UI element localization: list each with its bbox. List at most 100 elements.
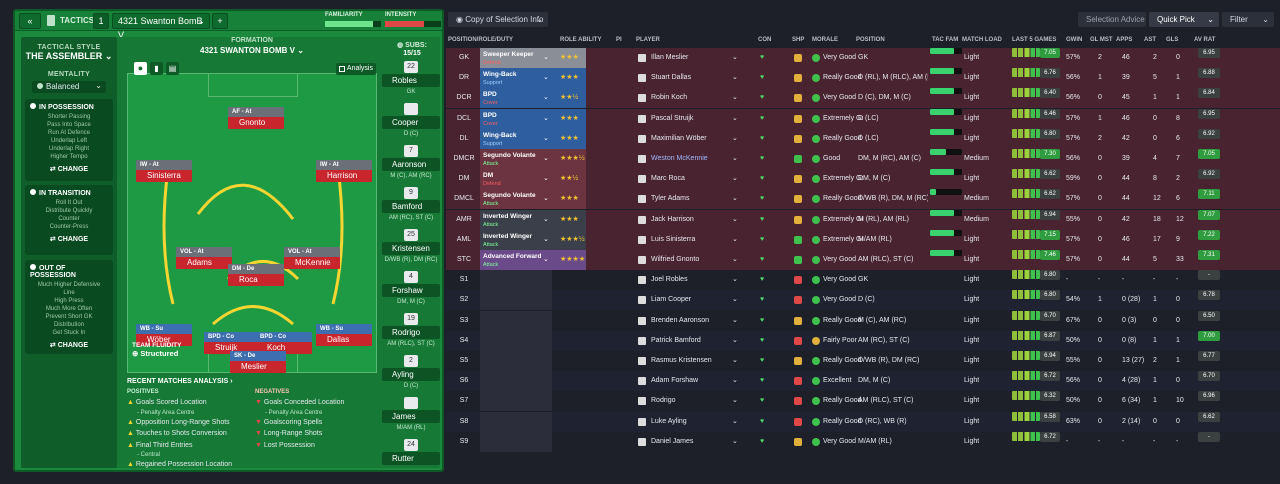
table-row[interactable]: DMCR Segundo Volante Attack ⌄ ★★★½ Weston McK…	[446, 149, 1280, 169]
sub-player-card[interactable]: 2 Ayling D (C)	[382, 355, 440, 397]
table-row[interactable]: DMCL Segundo Volante Attack ⌄ ★★★ Tyler Adams…	[446, 189, 1280, 210]
column-header[interactable]: AV RAT	[1194, 37, 1216, 43]
role-duty-select[interactable]: Segundo Volante Attack	[480, 189, 586, 210]
tactic-select[interactable]: 4321 Swanton BomB V ⌄	[112, 13, 210, 40]
column-header[interactable]: GLS	[1166, 37, 1179, 43]
player-name[interactable]: Liam Cooper	[651, 296, 692, 304]
sub-player-card[interactable]: 25 Kristensen D/WB (R), DM (RC)	[382, 229, 440, 271]
column-header[interactable]: SHP	[792, 37, 805, 43]
view-info-button[interactable]: ●	[134, 62, 147, 75]
table-row[interactable]: S9 Daniel James ⌄ ♥ Very Good M/AM (RL) Light 6…	[446, 431, 1280, 452]
role-duty-select[interactable]: Advanced Forward Attack	[480, 250, 586, 270]
table-row[interactable]: S2 Liam Cooper ⌄ ♥ Very Good D (C) Light 6.80 54…	[446, 290, 1280, 311]
sub-player-card[interactable]: 19 Rodrigo AM (RLC), ST (C)	[382, 313, 440, 355]
sub-player-card[interactable]: 4 Forshaw DM, M (C)	[382, 271, 440, 313]
selection-advice-button[interactable]: Selection Advice	[1078, 12, 1146, 27]
column-header[interactable]: MORALE	[812, 37, 838, 43]
sub-player-card[interactable]: 9 Bamford AM (RC), ST (C)	[382, 187, 440, 229]
role-duty-select[interactable]: Wing-Back Support	[480, 128, 586, 149]
view-stats-button[interactable]: ▮	[150, 62, 163, 75]
column-header[interactable]: PI	[616, 37, 622, 43]
column-header[interactable]: PLAYER	[636, 37, 660, 43]
back-button[interactable]: «	[19, 13, 41, 29]
player-name[interactable]: Maximilian Wöber	[651, 134, 707, 142]
pitch-player-gnonto[interactable]: AF - At Gnonto	[228, 107, 284, 129]
analysis-button[interactable]: Analysis	[336, 63, 376, 75]
column-header[interactable]: TAC FAM	[932, 37, 959, 43]
player-name[interactable]: Patrick Bamford	[651, 336, 701, 344]
player-name[interactable]: Brenden Aaronson	[651, 316, 709, 324]
role-duty-select[interactable]: Segundo Volante Attack	[480, 149, 586, 169]
column-header[interactable]: POSITION/ROLE/DUTY	[448, 37, 514, 43]
sub-player-card[interactable]: James M/AM (RL)	[382, 397, 440, 439]
player-name[interactable]: Daniel James	[651, 437, 694, 445]
player-name[interactable]: Luis Sinisterra	[651, 235, 696, 243]
table-row[interactable]: S7 Rodrigo ⌄ ♥ Really Good AM (RLC), ST (C) Li…	[446, 391, 1280, 412]
player-name[interactable]: Weston McKennie	[651, 155, 708, 162]
pitch-player-dallas[interactable]: WB - Su Dallas	[316, 324, 372, 346]
table-row[interactable]: DCL BPD Cover ⌄ ★★★ Pascal Struijk ⌄ ♥ Extremely…	[446, 108, 1280, 129]
player-name[interactable]: Pascal Struijk	[651, 114, 694, 122]
view-select[interactable]: ◉ Copy of Selection Info ⌄	[448, 12, 548, 27]
column-header[interactable]: AST	[1144, 37, 1156, 43]
role-duty-select[interactable]: Inverted Winger Attack	[480, 209, 586, 230]
table-row[interactable]: AML Inverted Winger Attack ⌄ ★★★½ Luis Sinist…	[446, 229, 1280, 250]
column-header[interactable]: POSITION	[856, 37, 885, 43]
player-name[interactable]: Joel Robles	[651, 276, 688, 284]
role-duty-select[interactable]: Wing-Back Support	[480, 68, 586, 89]
pitch-player-meslier[interactable]: SK - De Meslier	[230, 351, 286, 373]
role-duty-select[interactable]: Sweeper Keeper Defend	[480, 48, 586, 68]
table-row[interactable]: S4 Patrick Bamford ⌄ ♥ Fairly Poor AM (RC), S…	[446, 330, 1280, 351]
formation-select[interactable]: 4321 SWANTON BOMB V ⌄	[200, 46, 304, 55]
analysis-title[interactable]: RECENT MATCHES ANALYSIS ›	[127, 378, 233, 385]
role-duty-select[interactable]: DM Defend	[480, 169, 586, 190]
pitch-player-mckennie[interactable]: VOL - At McKennie	[284, 247, 340, 269]
pitch-player-roca[interactable]: DM - De Roca	[228, 264, 284, 286]
role-duty-select[interactable]: BPD Cover	[480, 108, 586, 129]
player-name[interactable]: Robin Koch	[651, 94, 688, 102]
column-header[interactable]: CON	[758, 37, 772, 43]
player-name[interactable]: Wilfried Gnonto	[651, 256, 700, 263]
sub-player-card[interactable]: Cooper D (C)	[382, 103, 440, 145]
sub-player-card[interactable]: 22 Robles GK	[382, 61, 440, 103]
table-row[interactable]: AMR Inverted Winger Attack ⌄ ★★★ Jack Harriso…	[446, 209, 1280, 230]
table-row[interactable]: S1 Joel Robles ⌄ ♥ Very Good GK Light 6.80- - - - -…	[446, 270, 1280, 291]
column-header[interactable]: GWIN	[1066, 37, 1083, 43]
out-of-possession-change-button[interactable]: ⇄ CHANGE	[49, 342, 89, 349]
table-row[interactable]: S3 Brenden Aaronson ⌄ ♥ Really Good M (C), AM…	[446, 310, 1280, 331]
table-row[interactable]: S5 Rasmus Kristensen ⌄ ♥ Really Good D/WB (R)…	[446, 351, 1280, 371]
player-name[interactable]: Luke Ayling	[651, 417, 687, 425]
pitch-player-sinisterra[interactable]: IW - At Sinisterra	[136, 160, 192, 182]
player-name[interactable]: Jack Harrison	[651, 215, 694, 223]
player-name[interactable]: Adam Forshaw	[651, 377, 699, 385]
pitch-player-adams[interactable]: VOL - At Adams	[176, 247, 232, 269]
player-name[interactable]: Illan Meslier	[651, 54, 689, 61]
mentality-select[interactable]: Balanced ⌄	[32, 81, 106, 93]
table-row[interactable]: DL Wing-Back Support ⌄ ★★★ Maximilian Wöber ⌄ ♥…	[446, 128, 1280, 149]
tactic-slot-number[interactable]: 1	[93, 13, 109, 29]
view-list-button[interactable]: ▤	[166, 62, 179, 75]
in-possession-change-button[interactable]: ⇄ CHANGE	[49, 166, 89, 173]
column-header[interactable]: GL MST	[1090, 37, 1113, 43]
player-name[interactable]: Stuart Dallas	[651, 74, 692, 82]
player-name[interactable]: Rasmus Kristensen	[651, 357, 712, 364]
table-row[interactable]: STC Advanced Forward Attack ⌄ ★★★★ Wilfried G…	[446, 250, 1280, 270]
player-name[interactable]: Marc Roca	[651, 175, 685, 183]
player-name[interactable]: Tyler Adams	[651, 195, 690, 203]
tactical-style-value[interactable]: THE ASSEMBLER ⌄	[25, 51, 113, 61]
table-row[interactable]: S6 Adam Forshaw ⌄ ♥ Excellent DM, M (C) Light 6…	[446, 371, 1280, 392]
table-row[interactable]: S8 Luke Ayling ⌄ ♥ Really Good D (RC), WB (R)…	[446, 411, 1280, 432]
player-name[interactable]: Rodrigo	[651, 397, 676, 405]
sub-player-card[interactable]: 7 Aaronson M (C), AM (RC)	[382, 145, 440, 187]
in-transition-change-button[interactable]: ⇄ CHANGE	[49, 236, 89, 243]
filter-button[interactable]: Filter ⌄	[1222, 12, 1274, 27]
column-header[interactable]: ROLE ABILITY	[560, 37, 602, 43]
pitch-player-harrison[interactable]: IW - At Harrison	[316, 160, 372, 182]
table-row[interactable]: DR Wing-Back Support ⌄ ★★★ Stuart Dallas ⌄ ♥ Rea…	[446, 68, 1280, 89]
quick-pick-button[interactable]: Quick Pick ⌄	[1149, 12, 1219, 27]
column-header[interactable]: APPS	[1116, 37, 1133, 43]
role-duty-select[interactable]: BPD Cover	[480, 88, 586, 109]
pitch-player-wober[interactable]: WB - Su Wöber	[136, 324, 192, 346]
column-header[interactable]: LAST 5 GAMES	[1012, 37, 1057, 43]
